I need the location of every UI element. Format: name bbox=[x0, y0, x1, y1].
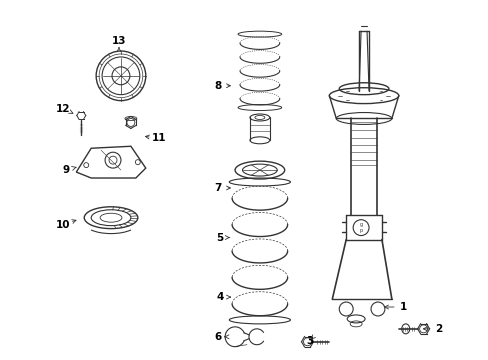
Text: 4: 4 bbox=[216, 292, 224, 302]
Text: 9: 9 bbox=[62, 165, 70, 175]
Text: 7: 7 bbox=[214, 183, 222, 193]
Text: 5: 5 bbox=[216, 233, 224, 243]
Text: 1: 1 bbox=[399, 302, 407, 312]
Text: 12: 12 bbox=[56, 104, 70, 113]
Text: 11: 11 bbox=[151, 133, 165, 143]
Text: g
p: g p bbox=[359, 222, 362, 233]
Text: 10: 10 bbox=[56, 220, 70, 230]
Text: 2: 2 bbox=[434, 324, 441, 334]
Text: 6: 6 bbox=[214, 332, 222, 342]
Text: 13: 13 bbox=[111, 36, 126, 46]
Text: 3: 3 bbox=[305, 336, 312, 346]
Text: 8: 8 bbox=[214, 81, 222, 91]
